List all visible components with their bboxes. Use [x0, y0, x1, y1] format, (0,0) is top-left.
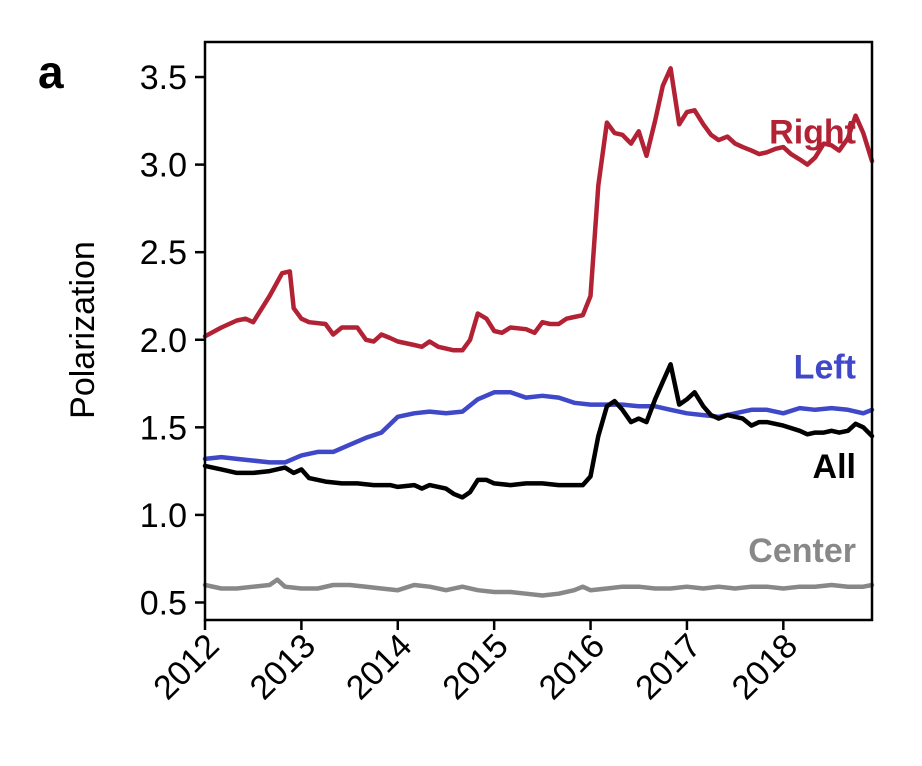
- y-tick-label: 1.5: [140, 409, 187, 447]
- series-label-center: Center: [748, 532, 856, 570]
- x-tick-label: 2012: [146, 627, 226, 707]
- y-tick-label: 1.0: [140, 497, 187, 535]
- x-tick-label: 2018: [725, 627, 805, 707]
- series-label-right: Right: [769, 114, 856, 152]
- panel-label: a: [38, 46, 64, 98]
- plot-frame: [203, 40, 874, 622]
- series-label-all: All: [813, 448, 856, 486]
- series-line-right: [202, 66, 875, 353]
- series-line-center: [202, 577, 875, 598]
- series-line-left: [202, 390, 875, 465]
- y-tick-label: 0.5: [140, 584, 187, 622]
- x-tick-label: 2015: [435, 627, 515, 707]
- x-tick-label: 2014: [339, 627, 419, 707]
- y-tick-label: 3.0: [140, 147, 187, 185]
- y-axis-title: Polarization: [64, 241, 102, 419]
- series-label-left: Left: [794, 348, 856, 386]
- x-tick-label: 2016: [532, 627, 612, 707]
- y-tick-label: 3.5: [140, 59, 187, 97]
- y-tick-label: 2.5: [140, 234, 187, 272]
- series-line-all: [202, 362, 875, 500]
- x-tick-label: 2017: [628, 627, 708, 707]
- x-tick-label: 2013: [243, 627, 323, 707]
- y-tick-label: 2.0: [140, 322, 187, 360]
